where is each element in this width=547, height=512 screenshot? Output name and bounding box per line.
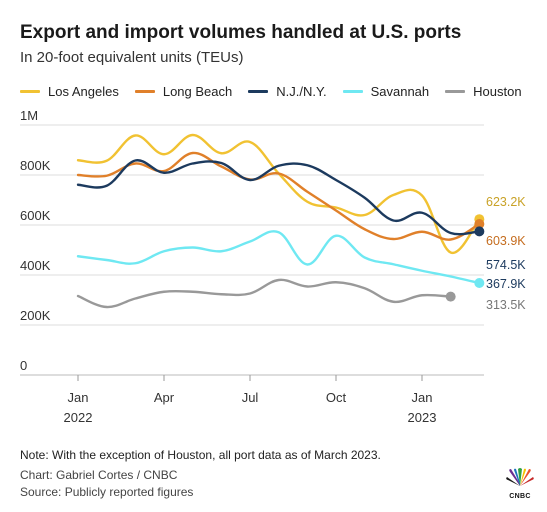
legend-item-long-beach: Long Beach (134, 84, 233, 99)
legend-label: Long Beach (162, 84, 233, 99)
x-tick-year-label: 2022 (64, 410, 93, 425)
legend-swatch (134, 90, 155, 93)
end-point-houston (445, 291, 456, 302)
legend: Los Angeles Long Beach N.J./N.Y. Savannah Ho… (20, 84, 538, 99)
series-line-long-beach (76, 151, 481, 241)
legend-swatch (20, 90, 40, 93)
end-label-savannah: 367.9K (486, 277, 526, 291)
x-tick-label: Apr (154, 390, 175, 405)
x-tick-label: Jan (412, 390, 433, 405)
peacock-icon (506, 468, 534, 486)
chart-title: Export and import volumes handled at U.S… (20, 22, 462, 43)
legend-item-n-j-n-y: N.J./N.Y. (248, 84, 327, 99)
legend-label: N.J./N.Y. (276, 84, 327, 99)
cnbc-logo: CNBC (503, 468, 537, 500)
chart-source: Source: Publicly reported figures (20, 485, 194, 499)
chart-credit: Chart: Gabriel Cortes / CNBC (20, 468, 178, 482)
series-line-n-j-n-y (76, 159, 481, 236)
end-point-savannah (474, 278, 485, 289)
y-tick-label: 800K (20, 158, 51, 173)
y-tick-label: 0 (20, 358, 27, 373)
y-tick-label: 200K (20, 308, 51, 323)
line-chart: 0 200K 400K 600K 800K 1M Jan 2022 Apr Jul Oct Jan 20… (20, 110, 526, 425)
x-tick-year-label: 2023 (408, 410, 437, 425)
y-tick-label: 600K (20, 208, 51, 223)
legend-item-savannah: Savannah (342, 84, 430, 99)
end-label-n-j-n-y: 574.5K (486, 258, 526, 272)
legend-label: Los Angeles (48, 84, 119, 99)
y-tick-label: 1M (20, 110, 38, 123)
end-label-long-beach: 603.9K (486, 234, 526, 248)
chart-subtitle: In 20-foot equivalent units (TEUs) (20, 49, 244, 66)
legend-label: Houston (473, 84, 522, 99)
x-tick-label: Jul (242, 390, 259, 405)
legend-item-los-angeles: Los Angeles (20, 84, 119, 99)
legend-swatch (445, 90, 466, 93)
end-label-los-angeles: 623.2K (486, 195, 526, 209)
end-label-houston: 313.5K (486, 298, 526, 312)
x-tick-label: Jan (68, 390, 89, 405)
footnote: Note: With the exception of Houston, all… (20, 448, 381, 462)
x-tick-label: Oct (326, 390, 347, 405)
series-line-los-angeles (76, 133, 481, 254)
legend-swatch (342, 90, 363, 93)
series-line-savannah (76, 230, 481, 285)
series-line-houston (76, 278, 452, 309)
legend-label: Savannah (370, 84, 430, 99)
legend-item-houston: Houston (445, 84, 522, 99)
logo-text: CNBC (509, 493, 531, 500)
end-point-long-beach (474, 219, 485, 230)
legend-swatch (248, 90, 269, 93)
end-point-n-j-n-y (474, 226, 485, 237)
y-tick-label: 400K (20, 258, 51, 273)
